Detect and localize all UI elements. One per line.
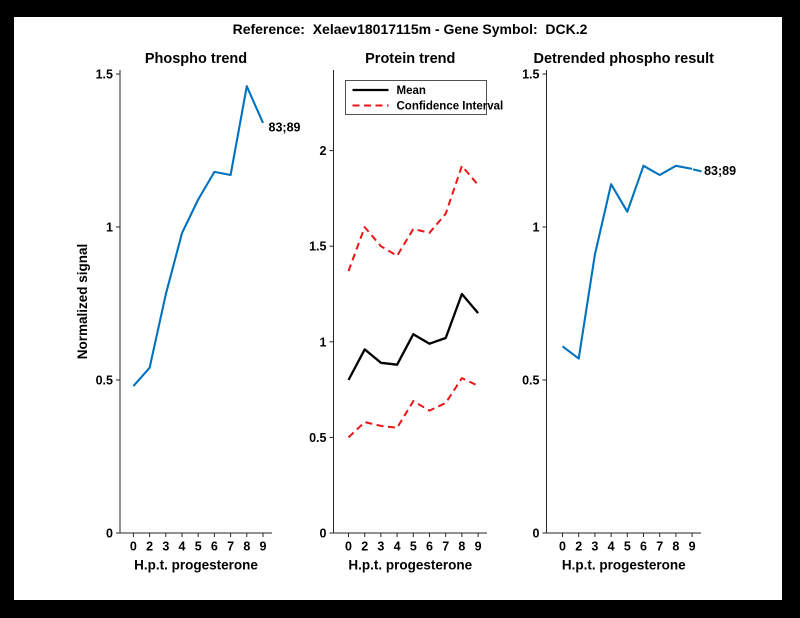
y-tick-label: 0: [106, 527, 113, 541]
x-axis-label: H.p.t. progesterone: [134, 558, 258, 573]
figure-title: Reference: Xelaev18017115m - Gene Symbol…: [232, 21, 588, 37]
series-line: [132, 85, 264, 387]
y-axis-label: Normalized signal: [75, 244, 90, 360]
x-tick-label: 4: [608, 540, 615, 554]
annotation-leader: [692, 168, 702, 173]
y-tick-label: 0: [320, 527, 327, 541]
x-tick-label: 6: [640, 540, 647, 554]
x-axis-label: H.p.t. progesterone: [348, 558, 472, 573]
y-tick-label: 0.5: [522, 374, 539, 388]
x-tick-label: 9: [689, 540, 696, 554]
x-tick-label: 7: [227, 540, 234, 554]
x-tick-label: 8: [243, 540, 250, 554]
mean-line: [347, 292, 479, 381]
x-tick-label: 6: [211, 540, 218, 554]
ci-lower-line: [347, 377, 479, 439]
x-tick-label: 2: [575, 540, 582, 554]
legend-label-ci: Confidence Interval: [397, 101, 504, 113]
y-tick-label: 1.5: [96, 68, 113, 82]
y-tick-label: 1: [533, 221, 540, 235]
y-tick-label: 2: [320, 144, 327, 158]
chart-title: Phospho trend: [145, 51, 247, 67]
x-tick-label: 7: [442, 540, 449, 554]
x-axis-label: H.p.t. progesterone: [562, 558, 686, 573]
x-tick-label: 2: [146, 540, 153, 554]
annotation-label: 83;89: [269, 120, 301, 134]
y-tick-label: 1: [320, 335, 327, 349]
annotation-label: 83;89: [704, 164, 736, 178]
x-tick-label: 7: [656, 540, 663, 554]
y-tick-label: 1.5: [309, 240, 326, 254]
axis-line: [119, 70, 272, 534]
x-tick-label: 8: [458, 540, 465, 554]
x-tick-label: 6: [426, 540, 433, 554]
ci-upper-line: [347, 164, 479, 272]
x-tick-label: 0: [130, 540, 137, 554]
chart-title: Detrended phospho result: [534, 51, 715, 67]
x-tick-label: 0: [559, 540, 566, 554]
x-tick-label: 8: [672, 540, 679, 554]
axis-line: [333, 70, 487, 534]
x-tick-label: 5: [195, 540, 202, 554]
x-tick-label: 4: [179, 540, 186, 554]
x-tick-label: 5: [624, 540, 631, 554]
axis-line: [546, 70, 701, 534]
y-tick-label: 0.5: [309, 431, 326, 445]
x-tick-label: 9: [475, 540, 482, 554]
x-tick-label: 4: [394, 540, 401, 554]
y-tick-label: 1.5: [522, 68, 539, 82]
x-tick-label: 3: [591, 540, 598, 554]
x-tick-label: 5: [410, 540, 417, 554]
x-tick-label: 3: [377, 540, 384, 554]
x-tick-label: 2: [361, 540, 368, 554]
y-tick-label: 1: [106, 221, 113, 235]
x-tick-label: 0: [345, 540, 352, 554]
legend-label-mean: Mean: [397, 85, 426, 97]
x-tick-label: 9: [260, 540, 267, 554]
series-line: [561, 164, 693, 360]
y-tick-label: 0: [533, 527, 540, 541]
y-tick-label: 0.5: [96, 374, 113, 388]
x-tick-label: 3: [162, 540, 169, 554]
chart-title: Protein trend: [365, 51, 455, 67]
legend-box: [345, 80, 487, 115]
